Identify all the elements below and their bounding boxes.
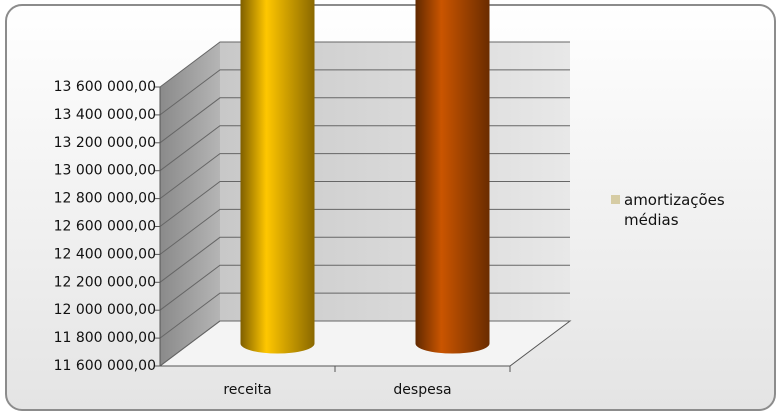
legend: amortizações médias (611, 190, 754, 230)
legend-item: amortizações médias (611, 190, 754, 230)
bar (240, 0, 315, 354)
x-tick-label: receita (223, 382, 271, 398)
y-tick-label: 13 200 000,00 (54, 135, 156, 151)
y-tick-label: 13 000 000,00 (54, 163, 156, 179)
y-tick-label: 12 600 000,00 (54, 219, 156, 235)
floor (158, 320, 572, 367)
bar (415, 0, 490, 354)
legend-label: amortizações médias (624, 191, 725, 229)
y-tick-label: 11 800 000,00 (54, 330, 156, 346)
y-tick-label: 12 400 000,00 (54, 246, 156, 262)
y-tick-label: 12 200 000,00 (54, 274, 156, 290)
x-tick-label: despesa (393, 382, 451, 398)
y-tick-label: 13 600 000,00 (54, 79, 156, 95)
y-tick-label: 11 600 000,00 (54, 358, 156, 374)
y-tick-label: 12 800 000,00 (54, 191, 156, 207)
y-tick-label: 12 000 000,00 (54, 302, 156, 318)
legend-swatch (611, 195, 620, 204)
y-tick-label: 13 400 000,00 (54, 107, 156, 123)
